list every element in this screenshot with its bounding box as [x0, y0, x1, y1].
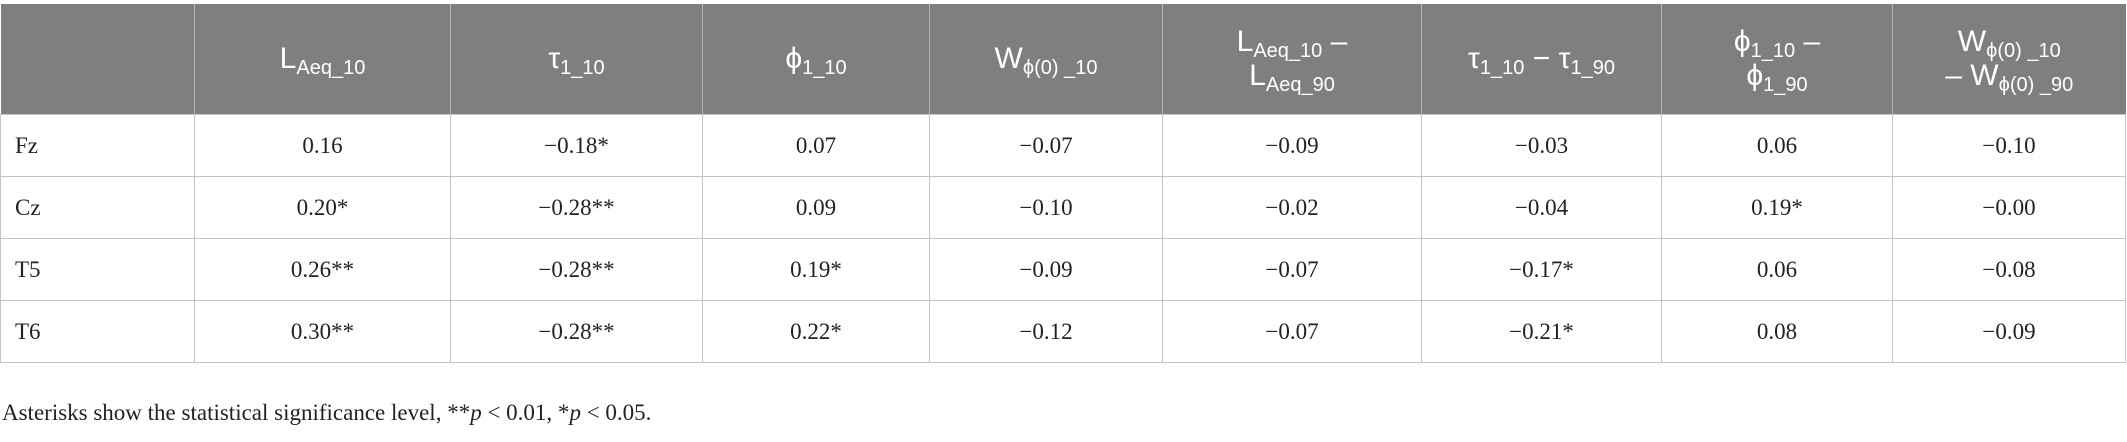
- header-subscript: Aeq_90: [1265, 74, 1335, 96]
- footnote: Asterisks show the statistical significa…: [2, 400, 651, 426]
- table-cell: 0.16: [194, 114, 451, 177]
- header-cell: Wϕ(0) _10– Wϕ(0) _90: [1892, 4, 2126, 115]
- header-subscript: Aeq_10: [296, 57, 366, 79]
- table-cell: −0.09: [1162, 114, 1422, 177]
- table-body: Fz 0.16 −0.18* 0.07 −0.07 −0.09 −0.03 0.06 −0.10…: [0, 114, 2126, 363]
- table-cell: −0.08: [1892, 238, 2126, 301]
- table-cell: −0.00: [1892, 176, 2126, 239]
- table-cell: −0.09: [1892, 300, 2126, 363]
- header-text: L: [279, 42, 297, 75]
- table-cell: −0.28**: [450, 300, 703, 363]
- table-cell: 0.07: [702, 114, 930, 177]
- table-row: T5 0.26** −0.28** 0.19* −0.09 −0.07 −0.17* 0.06…: [0, 238, 2126, 301]
- header-subscript: 1_10: [1750, 40, 1796, 62]
- header-text: –: [1795, 25, 1821, 58]
- header-text: τ: [1468, 42, 1480, 75]
- table-cell: 0.06: [1661, 238, 1893, 301]
- header-cell: τ1_10: [450, 4, 703, 115]
- header-text: ϕ: [1746, 59, 1764, 92]
- header-cell: ϕ1_10 – ϕ1_90: [1661, 4, 1893, 115]
- header-cell: LAeq_10: [194, 4, 451, 115]
- header-subscript: ϕ(0) _10: [1022, 57, 1098, 79]
- table-cell: −0.21*: [1421, 300, 1662, 363]
- footnote-text: Asterisks show the statistical significa…: [2, 400, 471, 425]
- header-text: L: [1236, 25, 1254, 58]
- table-cell: −0.12: [929, 300, 1163, 363]
- header-text: – W: [1945, 59, 1999, 92]
- table-cell: 0.09: [702, 176, 930, 239]
- header-text: W: [1957, 25, 1987, 58]
- table-cell: −0.10: [1892, 114, 2126, 177]
- header-cell: τ1_10 − τ1_90: [1421, 4, 1662, 115]
- header-subscript: 1_10: [560, 57, 605, 79]
- header-subscript: 1_10: [1479, 57, 1525, 79]
- header-text: ϕ: [1733, 25, 1751, 58]
- table-cell: 0.19*: [1661, 176, 1893, 239]
- header-text: ϕ: [785, 42, 803, 75]
- table-cell: 0.30**: [194, 300, 451, 363]
- header-text: L: [1249, 59, 1266, 92]
- table-cell: −0.07: [1162, 300, 1422, 363]
- header-text: W: [994, 42, 1023, 75]
- row-label: T6: [0, 300, 195, 363]
- table-cell: −0.02: [1162, 176, 1422, 239]
- table-cell: −0.17*: [1421, 238, 1662, 301]
- footnote-italic: p: [470, 400, 482, 425]
- header-subscript: ϕ(0) _10: [1986, 40, 2061, 62]
- row-label: Cz: [0, 176, 195, 239]
- table-cell: −0.03: [1421, 114, 1662, 177]
- table-cell: −0.10: [929, 176, 1163, 239]
- footnote-italic: p: [569, 400, 581, 425]
- header-subscript: Aeq_10: [1253, 40, 1323, 62]
- table-cell: 0.20*: [194, 176, 451, 239]
- table-cell: −0.07: [1162, 238, 1422, 301]
- table-cell: −0.04: [1421, 176, 1662, 239]
- table-row: T6 0.30** −0.28** 0.22* −0.12 −0.07 −0.21* 0.08…: [0, 300, 2126, 363]
- header-row: LAeq_10 τ1_10 ϕ1_10 Wϕ(0) _10 LAeq_10 – LAeq_…: [0, 4, 2126, 115]
- header-subscript: 1_90: [1570, 57, 1615, 79]
- row-label: T5: [0, 238, 195, 301]
- header-cell: Wϕ(0) _10: [929, 4, 1163, 115]
- header-subscript: ϕ(0) _90: [1998, 74, 2074, 96]
- table-cell: −0.28**: [450, 176, 703, 239]
- table-row: Fz 0.16 −0.18* 0.07 −0.07 −0.09 −0.03 0.06 −0.10: [0, 114, 2126, 177]
- header-subscript: 1_90: [1763, 74, 1808, 96]
- footnote-text: < 0.05.: [580, 400, 652, 425]
- footnote-text: < 0.01, *: [481, 400, 570, 425]
- header-text: − τ: [1524, 42, 1571, 75]
- row-label: Fz: [0, 114, 195, 177]
- table-cell: −0.18*: [450, 114, 703, 177]
- table-cell: −0.07: [929, 114, 1163, 177]
- table-cell: 0.26**: [194, 238, 451, 301]
- table-cell: 0.08: [1661, 300, 1893, 363]
- header-text: –: [1322, 25, 1348, 58]
- header-subscript: 1_10: [802, 57, 847, 79]
- table-cell: 0.06: [1661, 114, 1893, 177]
- header-cell: [0, 4, 195, 115]
- data-table: LAeq_10 τ1_10 ϕ1_10 Wϕ(0) _10 LAeq_10 – LAeq_…: [0, 4, 2126, 363]
- table-cell: −0.09: [929, 238, 1163, 301]
- table-cell: 0.19*: [702, 238, 930, 301]
- table-cell: 0.22*: [702, 300, 930, 363]
- header-cell: ϕ1_10: [702, 4, 930, 115]
- header-text: τ: [548, 42, 561, 75]
- header-cell: LAeq_10 – LAeq_90: [1162, 4, 1422, 115]
- table-row: Cz 0.20* −0.28** 0.09 −0.10 −0.02 −0.04 0.19* −0…: [0, 176, 2126, 239]
- table-cell: −0.28**: [450, 238, 703, 301]
